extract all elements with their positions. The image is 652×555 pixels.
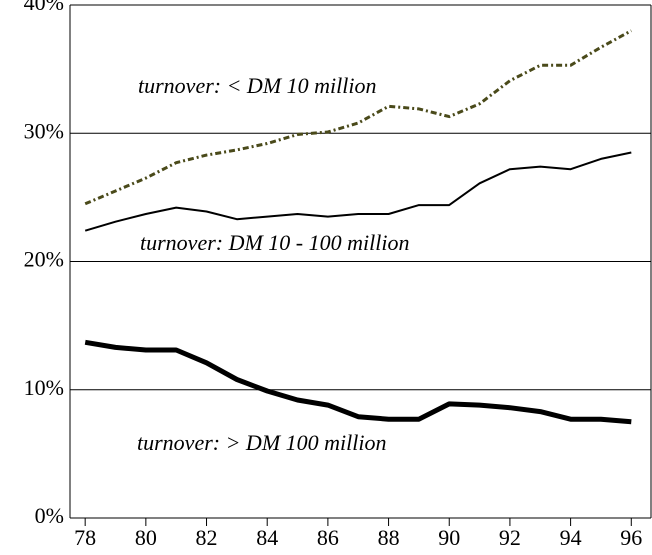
x-tick-label: 92 xyxy=(499,525,521,550)
x-tick-label: 84 xyxy=(256,525,278,550)
x-tick-label: 78 xyxy=(74,525,96,550)
series-label: turnover: < DM 10 million xyxy=(138,73,377,98)
series-line xyxy=(84,151,632,232)
x-tick-label: 96 xyxy=(620,525,642,550)
x-tick-label: 94 xyxy=(560,525,582,550)
y-tick-label: 40% xyxy=(24,0,64,15)
x-tick-label: 86 xyxy=(317,525,339,550)
x-tick-label: 88 xyxy=(378,525,400,550)
series-line xyxy=(84,339,632,425)
y-tick-label: 20% xyxy=(24,247,64,272)
series-label: turnover: DM 10 - 100 million xyxy=(140,230,409,255)
series-label: turnover: > DM 100 million xyxy=(137,430,387,455)
y-tick-label: 10% xyxy=(24,375,64,400)
x-tick-label: 82 xyxy=(196,525,218,550)
y-tick-label: 30% xyxy=(24,118,64,143)
y-tick-label: 0% xyxy=(35,503,64,528)
x-tick-label: 80 xyxy=(135,525,157,550)
x-tick-label: 90 xyxy=(438,525,460,550)
series-line xyxy=(84,29,633,206)
